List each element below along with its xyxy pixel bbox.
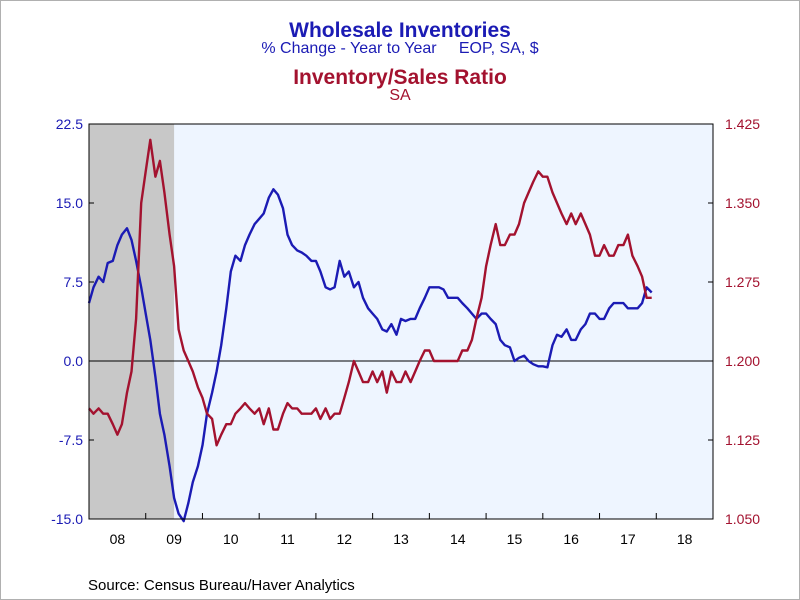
x-tick-label: 13 xyxy=(393,531,409,547)
chart-subtitle-2: SA xyxy=(389,87,411,104)
x-tick-label: 09 xyxy=(166,531,182,547)
x-tick-label: 18 xyxy=(677,531,693,547)
left-tick-label: 7.5 xyxy=(64,274,84,290)
series-line-inventories xyxy=(87,188,653,523)
right-tick-label: 1.425 xyxy=(725,116,760,132)
series-line-ratio xyxy=(88,138,652,447)
x-tick-label: 08 xyxy=(110,531,126,547)
right-tick-label: 1.350 xyxy=(725,195,760,211)
left-tick-label: -15.0 xyxy=(51,511,83,527)
chart-subtitle: % Change - Year to Year EOP, SA, $ xyxy=(261,40,539,57)
left-tick-label: 22.5 xyxy=(56,116,83,132)
right-tick-label: 1.200 xyxy=(725,353,760,369)
chart-title-2: Inventory/Sales Ratio xyxy=(293,66,507,89)
x-tick-label: 12 xyxy=(336,531,352,547)
recession-shading xyxy=(89,124,175,519)
chart-source: Source: Census Bureau/Haver Analytics xyxy=(88,577,355,594)
x-tick-label: 14 xyxy=(450,531,466,547)
right-tick-label: 1.050 xyxy=(725,511,760,527)
plot-border xyxy=(88,123,714,520)
chart-title: Wholesale Inventories xyxy=(289,19,511,42)
left-tick-label: 0.0 xyxy=(64,353,84,369)
left-tick-label: 15.0 xyxy=(56,195,83,211)
right-tick-label: 1.125 xyxy=(725,432,760,448)
right-tick-label: 1.275 xyxy=(725,274,760,290)
x-tick-label: 17 xyxy=(620,531,636,547)
x-tick-label: 11 xyxy=(280,531,295,547)
x-tick-label: 10 xyxy=(223,531,239,547)
x-tick-label: 15 xyxy=(507,531,523,547)
x-tick-label: 16 xyxy=(563,531,579,547)
left-tick-label: -7.5 xyxy=(59,432,83,448)
